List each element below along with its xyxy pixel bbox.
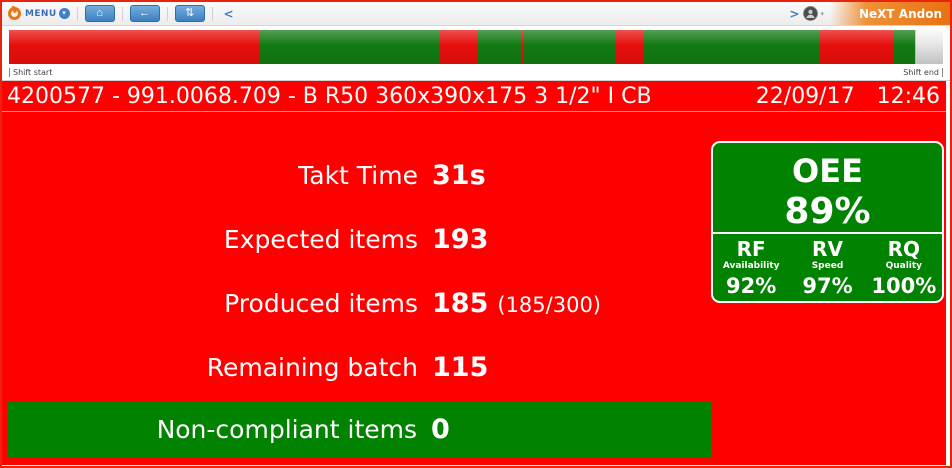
collapse-right-control[interactable]: > [789,6,800,21]
oee-availability: RF Availability 92% [713,238,789,300]
user-menu[interactable]: ▾ [803,6,824,21]
metric-label: Expected items [223,225,418,254]
oee-panel: OEE 89% RF Availability 92% RV Speed 97% [711,141,944,303]
non-compliant-label: Non-compliant items [156,415,417,444]
oee-speed: RV Speed 97% [789,238,865,300]
collapse-left-control[interactable]: < [223,6,234,21]
shift-timeline-section: Shift start Shift end [2,26,950,81]
timeline-segment-run [258,30,441,64]
home-icon: ⌂ [96,7,103,19]
metric-value: 115 [432,352,489,383]
timeline-segment-remaining [915,30,943,64]
metric-value: 193 [432,224,489,255]
timeline-segment-stop [820,30,894,64]
metric-row-takt-time: Takt Time 31s [2,144,946,208]
metric-label: Remaining batch [206,353,418,382]
timeline-segment-run [523,30,617,64]
oee-code: RV [812,237,843,262]
oee-component-value: 97% [802,273,853,298]
app-title: NeXT Andon [830,2,950,25]
timeline-segment-run [644,30,821,64]
timeline-segment-run [893,30,915,64]
oee-quality: RQ Quality 100% [866,238,942,300]
metric-value: 31s [432,160,486,191]
metric-progress: (185/300) [497,293,602,317]
oee-component-value: 92% [726,273,777,298]
menu-button[interactable]: Menu [25,8,57,19]
metric-row-remaining-batch: Remaining batch 115 [2,336,946,400]
refresh-icon: ⇅ [184,7,195,19]
toolbar-separator [211,6,213,21]
toolbar-separator [166,6,168,21]
oee-component-value: 100% [871,273,937,298]
order-title: 4200577 - 991.0068.709 - B R50 360x390x1… [7,83,652,109]
user-menu-caret-icon: ▾ [820,9,824,18]
oee-summary: OEE 89% [713,143,942,232]
toolbar-separator [121,6,123,21]
refresh-button[interactable]: ⇅ [174,5,205,22]
metric-row-expected-items: Expected items 193 [2,208,946,272]
timeline-segment-stop [520,30,524,64]
back-button[interactable]: ← [129,5,160,22]
date-label: 22/09/17 [755,83,855,109]
toolbar: Menu ▾ ⌂ ← ⇅ < > ▾ NeXT Andon [2,2,950,26]
datetime: 22/09/17 12:46 [756,84,940,109]
menu-dropdown-icon[interactable]: ▾ [58,8,70,19]
metric-row-produced-items: Produced items 185 (185/300) [2,272,946,336]
oee-code: RF [736,237,766,262]
oee-value: 89% [784,191,871,232]
shift-start-label: Shift start [9,68,52,77]
metric-label: Produced items [224,289,418,318]
oee-title: OEE [792,152,863,190]
timeline-segment-run [476,30,521,64]
toolbar-separator [76,6,78,21]
oee-code: RQ [887,237,921,262]
timeline-segment-stop [9,30,259,64]
oee-components: RF Availability 92% RV Speed 97% RQ Qual… [713,232,942,301]
home-button[interactable]: ⌂ [84,5,115,22]
oee-name: Speed [811,261,844,272]
non-compliant-value: 0 [431,414,450,445]
metric-value: 185 [432,288,489,319]
timeline-segment-stop [616,30,645,64]
shift-timeline-bar [9,30,943,64]
content: 4200577 - 991.0068.709 - B R50 360x390x1… [2,81,950,465]
metrics-panel: Takt Time 31s Expected items 193 Produce… [2,112,946,465]
power-icon[interactable] [6,5,23,22]
time-label: 12:46 [876,83,940,109]
metric-label: Takt Time [298,161,418,190]
oee-name: Availability [722,261,780,272]
user-avatar-icon [803,6,819,21]
alert-area: 4200577 - 991.0068.709 - B R50 360x390x1… [2,81,946,465]
shift-end-label: Shift end [903,68,943,77]
oee-name: Quality [885,261,923,272]
shift-timeline-labels: Shift start Shift end [9,64,943,79]
order-header: 4200577 - 991.0068.709 - B R50 360x390x1… [2,81,946,112]
metric-rows: Takt Time 31s Expected items 193 Produce… [2,112,946,400]
back-arrow-icon: ← [139,7,151,19]
timeline-segment-stop [440,30,477,64]
non-compliant-bar: Non-compliant items 0 [7,401,712,458]
